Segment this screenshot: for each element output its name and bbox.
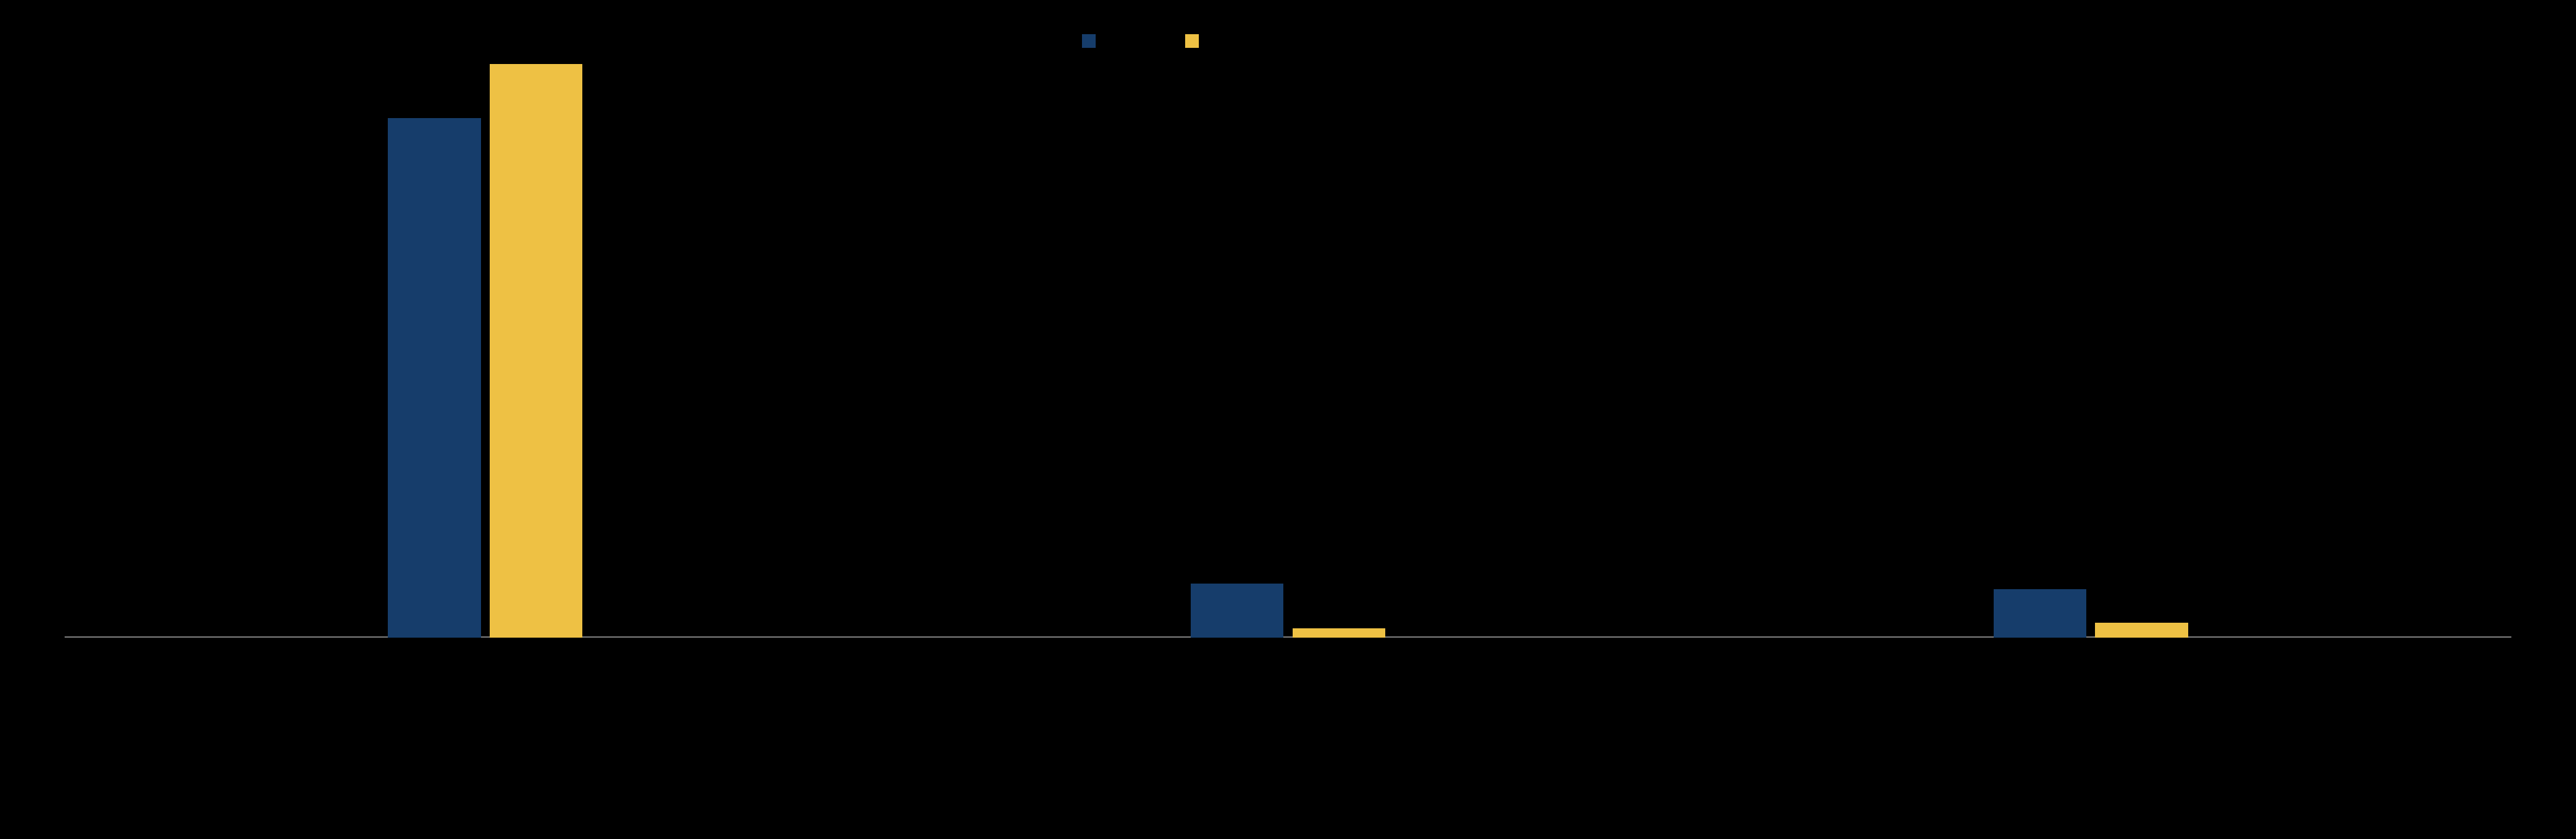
bar-a bbox=[1191, 584, 1283, 638]
x-axis-label: Category 2 bbox=[1005, 654, 1572, 669]
chart-container: Series A Series B Category 1Category 2Ca… bbox=[0, 0, 2576, 839]
x-axis-label: Category 3 bbox=[1807, 654, 2374, 669]
bar-b bbox=[2095, 623, 2188, 638]
bar-b bbox=[1293, 628, 1385, 638]
bar-b bbox=[490, 64, 582, 638]
bar-a bbox=[1994, 589, 2086, 638]
x-axis-label: Category 1 bbox=[202, 654, 769, 669]
plot-area bbox=[65, 34, 2512, 638]
bar-group bbox=[1994, 34, 2188, 638]
bar-group bbox=[1191, 34, 1385, 638]
bar-group bbox=[388, 34, 582, 638]
bar-a bbox=[388, 118, 480, 638]
